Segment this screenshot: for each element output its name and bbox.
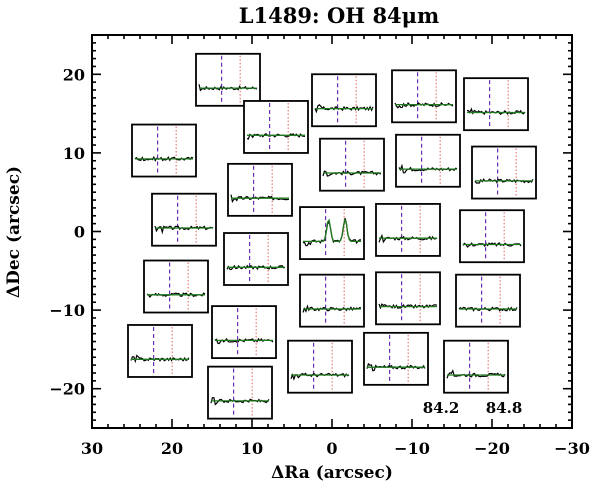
spaxel-frame	[311, 73, 377, 128]
spectrum-trace	[302, 304, 362, 313]
spaxel-frame	[443, 339, 509, 394]
spaxel-frame	[243, 100, 309, 154]
spaxel-1	[311, 73, 377, 128]
spaxel-12	[375, 203, 441, 257]
spaxel-13	[459, 209, 525, 264]
spaxel-23	[443, 339, 509, 394]
spaxel-7	[395, 133, 461, 188]
y-tick-labels: −20 −10 0 10 20	[49, 65, 85, 398]
spaxel-22	[363, 331, 429, 386]
spaxel-frame	[223, 232, 289, 286]
y-tick-label: −10	[49, 301, 85, 320]
spaxel-2	[391, 69, 457, 124]
y-tick-label: 20	[63, 65, 85, 84]
spaxel-11	[299, 206, 365, 260]
spaxel-3	[463, 77, 529, 132]
spaxel-frame	[299, 206, 365, 260]
spaxel-frame	[287, 339, 353, 394]
spaxel-frame	[127, 324, 193, 378]
wavelength-label-min: 84.2	[423, 399, 460, 417]
spaxel-frame	[211, 305, 277, 360]
y-axis-label: ΔDec (arcsec)	[4, 166, 24, 298]
spaxel-21	[287, 339, 353, 394]
spaxel-frame	[151, 192, 217, 247]
x-axis-label: ΔRa (arcsec)	[271, 463, 393, 483]
chart-title: L1489: OH 84μm	[239, 3, 440, 28]
spaxel-6	[319, 137, 385, 192]
spaxel-24	[207, 365, 273, 420]
spaxel-grid	[127, 52, 537, 420]
spaxel-8	[471, 145, 537, 200]
spaxel-9	[151, 192, 217, 247]
spaxel-4	[131, 123, 197, 178]
spaxel-frame	[375, 203, 441, 257]
y-tick-label: −20	[49, 380, 85, 399]
axis-ticks	[91, 34, 573, 429]
spaxel-frame	[143, 259, 209, 314]
x-tick-label: −30	[554, 439, 590, 458]
spaxel-10	[227, 162, 293, 217]
spaxel-frame	[195, 52, 261, 107]
spaxel-0	[195, 52, 261, 107]
x-tick-label: 30	[81, 439, 103, 458]
y-tick-label: 0	[74, 223, 85, 242]
spaxel-15	[223, 232, 289, 286]
spaxel-frame	[471, 145, 537, 200]
spaxel-5	[243, 100, 309, 154]
y-tick-label: 10	[63, 144, 85, 163]
spaxel-19	[127, 324, 193, 378]
spaxel-frame	[455, 273, 521, 328]
spaxel-frame	[207, 365, 273, 420]
spaxel-17	[375, 271, 441, 326]
x-tick-label: −20	[474, 439, 510, 458]
spaxel-frame	[391, 69, 457, 124]
x-tick-label: −10	[394, 439, 430, 458]
spaxel-frame	[463, 77, 529, 132]
x-tick-label: 10	[241, 439, 263, 458]
spectrum-fit	[303, 218, 361, 243]
spaxel-frame	[363, 331, 429, 386]
x-tick-label: 0	[326, 439, 337, 458]
spaxel-frame	[395, 133, 461, 188]
spaxel-20	[211, 305, 277, 360]
spaxel-frame	[299, 273, 365, 328]
spaxel-16	[299, 273, 365, 328]
wavelength-label-max: 84.8	[486, 399, 523, 417]
spaxel-frame	[131, 123, 197, 178]
x-tick-label: 20	[161, 439, 183, 458]
spectrum-trace	[154, 225, 214, 235]
spaxel-frame	[375, 271, 441, 326]
spectrum-trace	[230, 194, 290, 204]
spectrum-trace	[446, 369, 506, 379]
x-tick-labels: 30 20 10 0 −10 −20 −30	[81, 439, 590, 458]
spaxel-frame	[459, 209, 525, 264]
spaxel-18	[455, 273, 521, 328]
spaxel-14	[143, 259, 209, 314]
spaxel-frame	[227, 162, 293, 217]
spaxel-frame	[319, 137, 385, 192]
